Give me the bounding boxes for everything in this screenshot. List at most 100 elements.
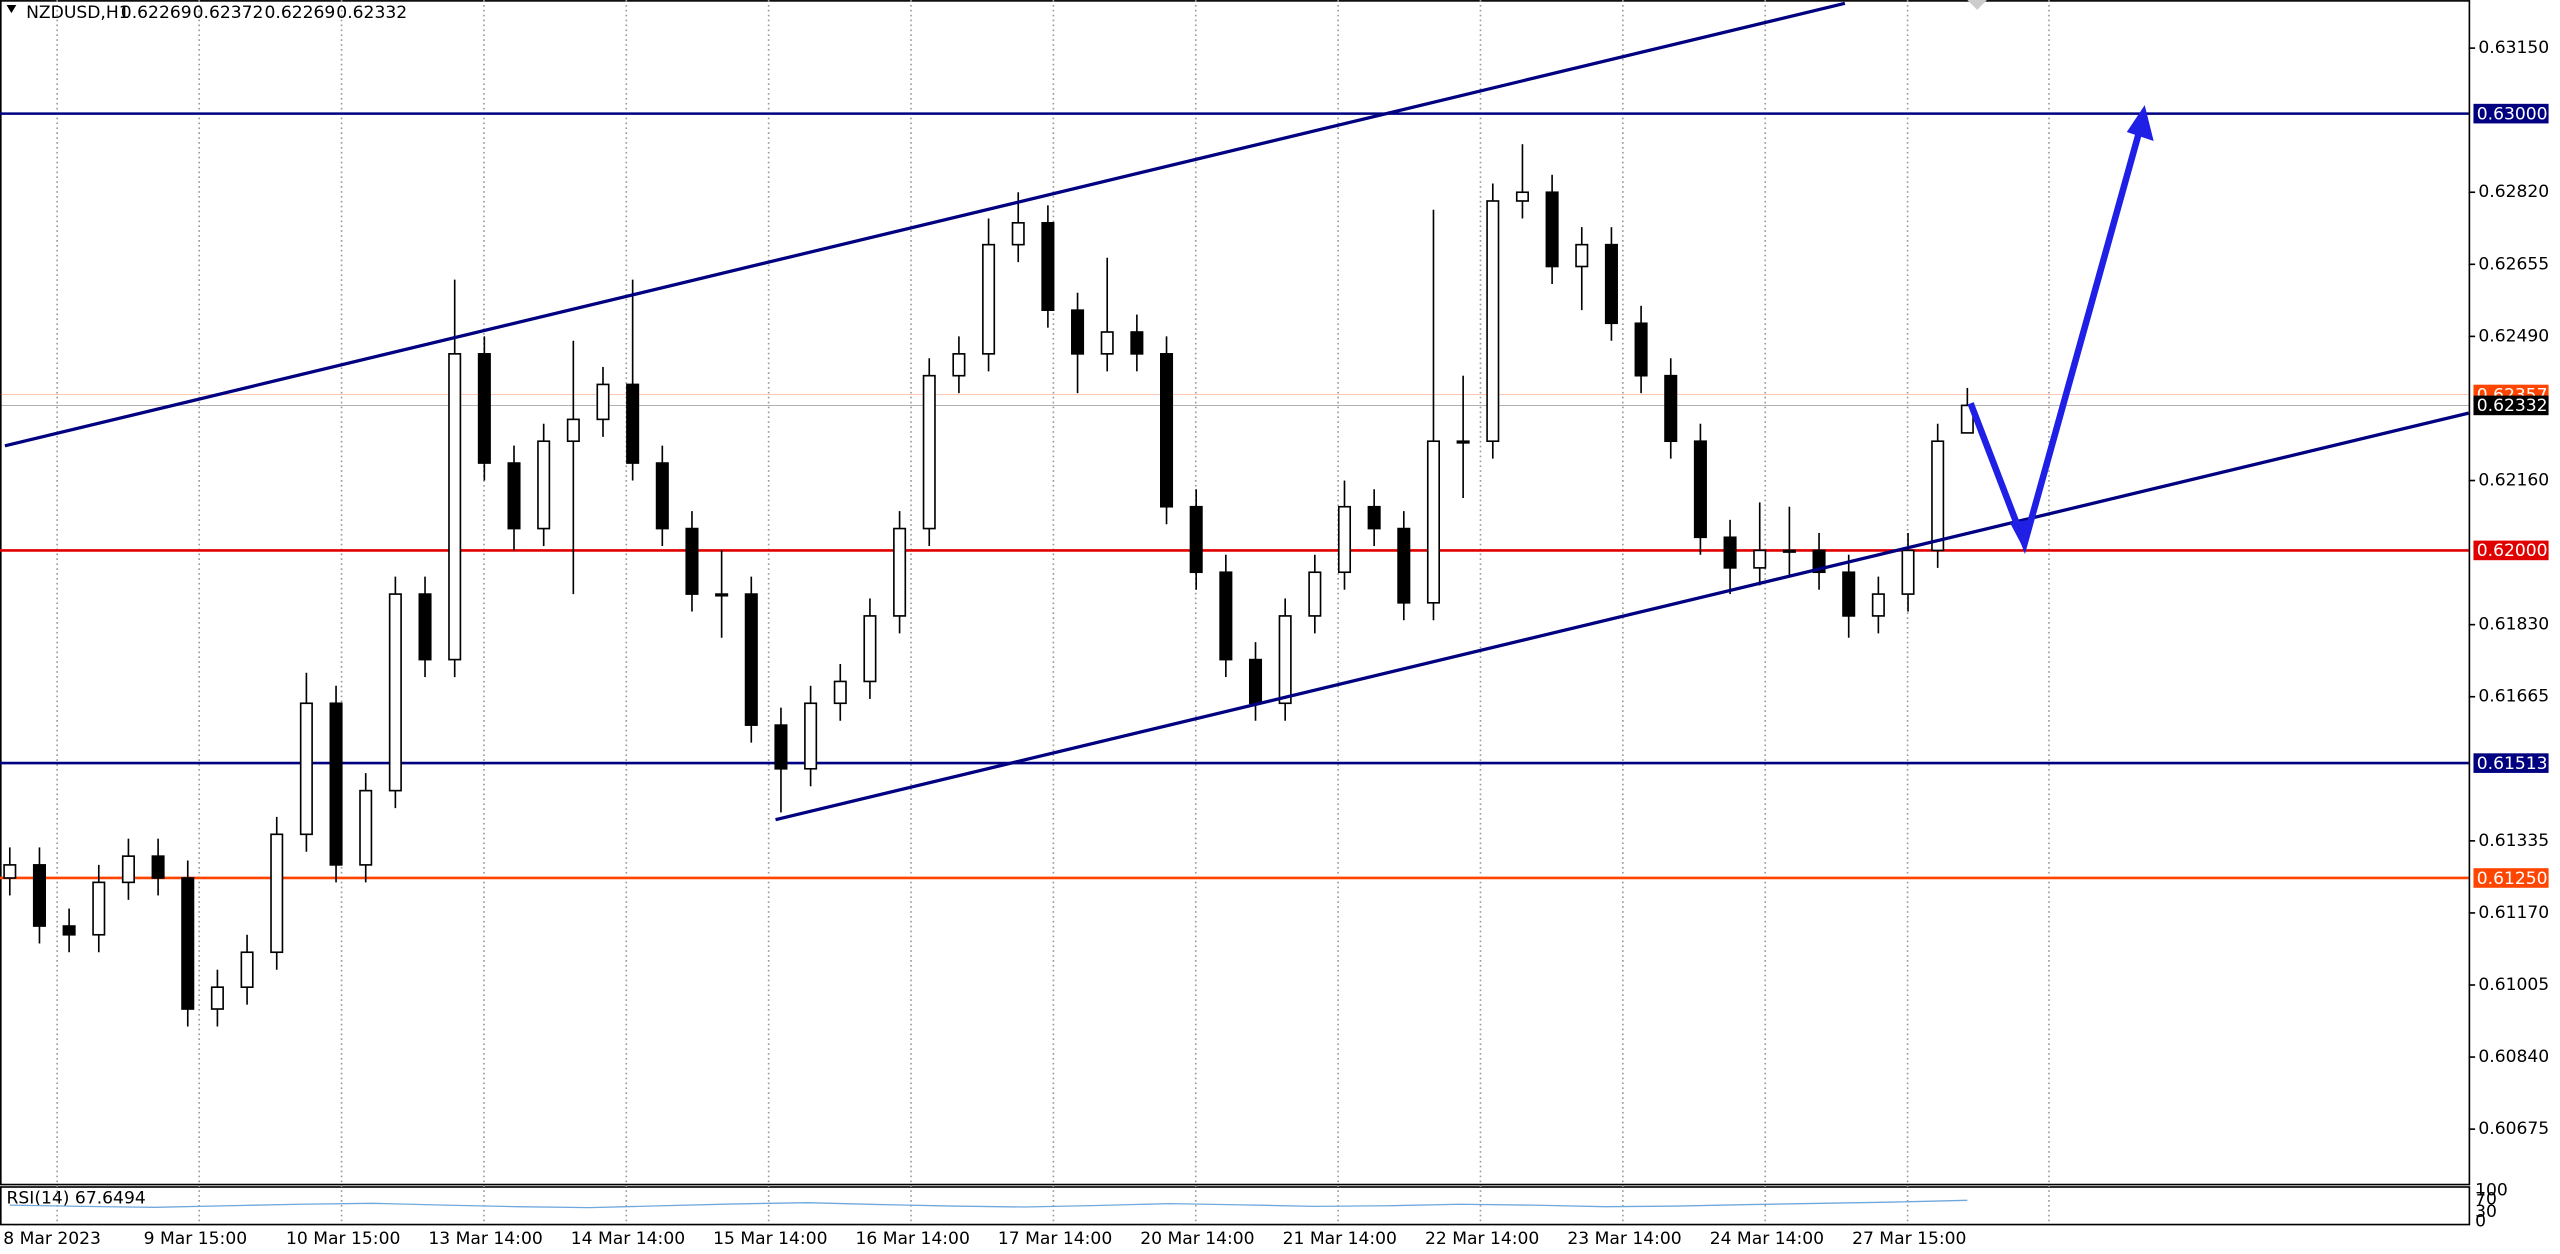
x-tick-label: 24 Mar 14:00 — [1710, 1229, 1824, 1249]
candle-body — [833, 680, 847, 705]
symbol: NZDUSD,H1 — [26, 3, 130, 23]
candle-body — [596, 383, 610, 421]
candle-body — [952, 353, 966, 377]
candle-body — [1575, 243, 1589, 268]
y-tick-label: 0.61170 — [2478, 903, 2549, 923]
arrow-head — [2009, 519, 2035, 551]
rsi-tick-label: 70 — [2475, 1190, 2497, 1210]
rsi-panel — [0, 1186, 2471, 1226]
price-line-label: 0.62332 — [2477, 396, 2548, 416]
candle-body — [863, 615, 877, 683]
candle-body — [1189, 505, 1203, 574]
y-tick-label: 0.62820 — [2478, 182, 2549, 202]
candle-body — [1248, 658, 1263, 705]
level-line-box — [2473, 540, 2549, 561]
candle-body — [181, 877, 195, 1010]
candle-body — [566, 418, 580, 443]
candle-body — [715, 593, 729, 597]
candle-body — [893, 527, 907, 617]
y-tick-label: 0.62490 — [2478, 326, 2549, 346]
candle-body — [121, 855, 135, 884]
candle-body — [1604, 243, 1618, 325]
y-tick-label: 0.62655 — [2478, 254, 2549, 274]
candle-body — [477, 353, 491, 464]
y-tick-label: 0.61665 — [2478, 687, 2549, 707]
candle-body — [3, 864, 17, 879]
candle-body — [1753, 549, 1767, 569]
price-line-box — [2473, 395, 2549, 416]
candle-body — [1842, 571, 1856, 617]
candle-body — [1901, 549, 1915, 595]
channel-upper — [4, 1, 1846, 448]
main-panel — [0, 0, 2471, 1186]
candle-body — [1100, 331, 1114, 355]
candle-body — [1397, 527, 1411, 604]
candle-body — [1486, 200, 1500, 443]
level-line-label: 0.62000 — [2477, 541, 2548, 561]
candle-body — [1634, 322, 1648, 377]
x-tick-label: 10 Mar 15:00 — [286, 1229, 400, 1249]
candle-body — [1664, 374, 1678, 443]
candle-body — [626, 383, 640, 464]
x-tick-label: 17 Mar 14:00 — [998, 1229, 1112, 1249]
candle-body — [418, 593, 432, 661]
x-tick-label: 15 Mar 14:00 — [713, 1229, 827, 1249]
candle-body — [1782, 549, 1796, 553]
candle-body — [1278, 615, 1292, 705]
candle-body — [448, 353, 462, 661]
candle-body — [685, 527, 699, 595]
candle-body — [210, 986, 224, 1010]
y-tick-label: 0.61830 — [2478, 615, 2549, 635]
x-tick-label: 27 Mar 15:00 — [1852, 1229, 1966, 1249]
candle-body — [359, 789, 373, 866]
y-tick-label: 0.61335 — [2478, 831, 2549, 851]
x-tick-label: 23 Mar 14:00 — [1567, 1229, 1681, 1249]
candle-body — [507, 462, 521, 530]
candle-body — [1041, 222, 1055, 311]
x-tick-label: 13 Mar 14:00 — [428, 1229, 542, 1249]
x-tick-label: 21 Mar 14:00 — [1283, 1229, 1397, 1249]
x-tick-label: 9 Mar 15:00 — [144, 1229, 247, 1249]
level-line-box — [2473, 103, 2549, 124]
candle-body — [1545, 191, 1559, 268]
candle-body — [329, 702, 343, 866]
candle-body — [1812, 549, 1826, 574]
menu-icon — [6, 4, 17, 14]
header-value: 0.62269 — [264, 3, 335, 23]
header-value: 0.62269 — [121, 3, 192, 23]
x-tick-label: 22 Mar 14:00 — [1425, 1229, 1539, 1249]
level-line-box — [2473, 868, 2549, 888]
arrow-head — [2126, 105, 2154, 141]
candle-body — [1456, 440, 1470, 444]
candle-body — [804, 702, 818, 770]
rsi-tick-label: 100 — [2475, 1180, 2508, 1200]
candle-body — [982, 243, 996, 355]
y-tick-label: 0.63150 — [2478, 38, 2549, 58]
level-line-box — [2473, 753, 2549, 773]
candle-body — [92, 881, 106, 936]
marker — [1967, 0, 1987, 10]
candle-body — [1515, 191, 1529, 202]
x-tick-label: 20 Mar 14:00 — [1140, 1229, 1254, 1249]
channel-lower — [775, 411, 2469, 822]
x-tick-label: 16 Mar 14:00 — [856, 1229, 970, 1249]
candle-body — [240, 951, 254, 989]
candle-body — [655, 462, 669, 530]
candle-body — [1011, 222, 1025, 246]
candle-body — [1130, 331, 1144, 355]
rsi-tick-label: 30 — [2475, 1202, 2497, 1222]
y-tick-label: 0.60675 — [2478, 1119, 2549, 1139]
header-value: 0.62332 — [336, 3, 407, 23]
candle-body — [1426, 440, 1441, 604]
candle-body — [744, 593, 758, 726]
y-tick-label: 0.60840 — [2478, 1047, 2549, 1067]
candle-body — [1071, 309, 1085, 355]
x-tick-label: 8 Mar 2023 — [3, 1229, 101, 1249]
candle-body — [1960, 404, 1974, 434]
y-tick-label: 0.61005 — [2478, 975, 2549, 995]
candle-body — [922, 374, 936, 530]
header-value: 0.62372 — [193, 3, 264, 23]
candle-body — [1337, 505, 1352, 574]
candle-body — [299, 702, 313, 836]
